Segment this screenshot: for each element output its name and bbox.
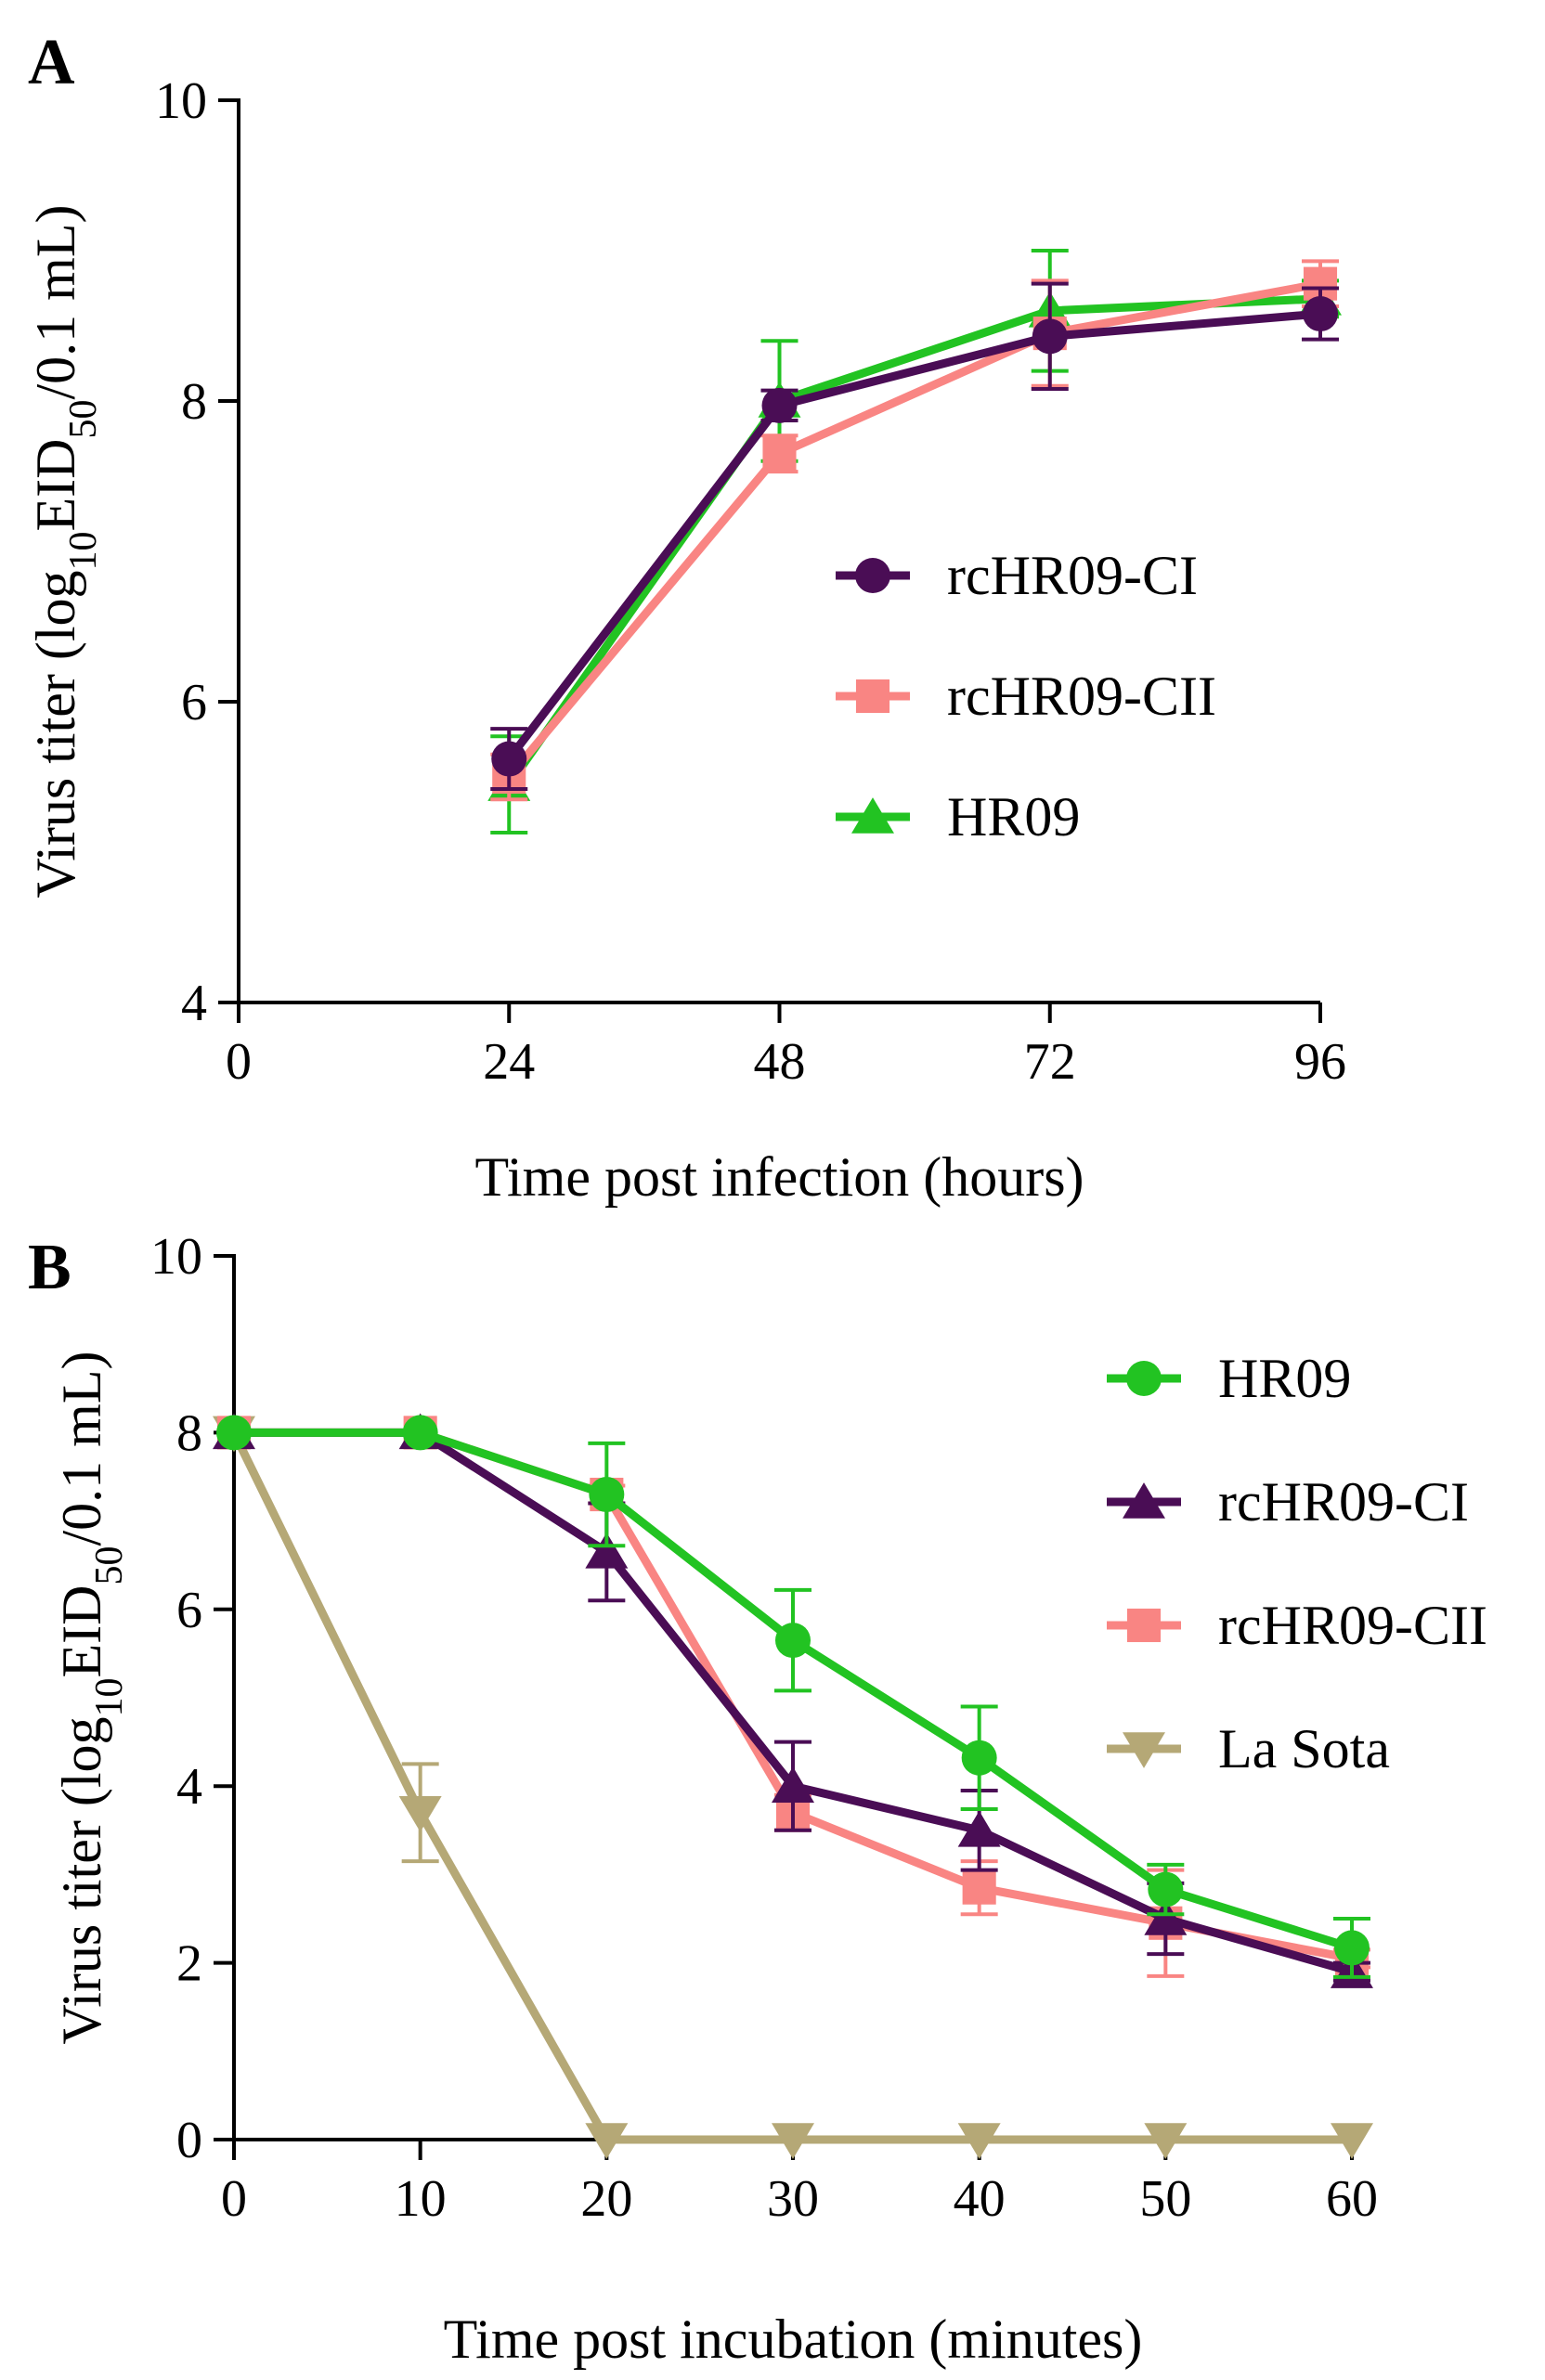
data-point-hr09 [961,1740,997,1776]
data-point-rchr09-cii [962,1870,996,1905]
y-axis-title-subscript: 50 [62,400,105,439]
data-point-la-sota [772,2123,814,2159]
legend-marker [855,679,890,714]
y-tick-label: 8 [176,1404,202,1462]
series-rchr09-ci [490,281,1339,791]
data-point-hr09 [1148,1871,1184,1908]
x-tick-label: 72 [1024,1033,1076,1091]
legend-item-rchr09-ci: rcHR09-CI [1107,1471,1469,1533]
legend-marker [855,558,890,593]
legend-item-hr09: HR09 [1107,1348,1351,1409]
y-axis-title: Virus titer (log10EID50/0.1 mL) [25,205,105,899]
y-tick-label: 10 [155,72,207,130]
data-point-hr09 [402,1415,438,1451]
data-point-rchr09-ci [772,1766,814,1803]
legend-item-la-sota: La Sota [1107,1718,1390,1779]
data-point-la-sota [585,2123,629,2159]
x-tick-label: 48 [754,1033,806,1091]
series-line-rchr09-cii [234,1428,1353,1963]
legend-label: rcHR09-CII [1218,1595,1487,1656]
y-axis-title-part: Virus titer (log [51,1716,112,2044]
legend-item-rchr09-cii: rcHR09-CII [1107,1595,1487,1656]
data-point-rchr09-cii [762,436,797,471]
legend-marker [1126,1361,1162,1396]
legend-label: HR09 [947,786,1080,847]
legend: rcHR09-CI rcHR09-CII HR09 [836,545,1216,847]
x-tick-label: 30 [767,2170,819,2228]
series-line-rchr09-ci [234,1428,1354,1976]
y-axis-title-part: Virus titer (log [25,570,86,898]
data-point-rchr09-ci [957,1810,1001,1847]
y-tick-label: 4 [176,1758,202,1816]
legend: HR09 rcHR09-CI rcHR09-CII La Sota [1107,1348,1487,1779]
x-tick-label: 10 [395,2170,447,2228]
y-axis-title: Virus titer (log10EID50/0.1 mL) [51,1352,131,2045]
series-line-rchr09-ci [505,309,1321,762]
y-axis-title-part: EID [51,1585,112,1678]
y-axis-title-part: /0.1 mL) [25,205,86,400]
x-axis-title: Time post incubation (minutes) [444,2309,1143,2370]
legend-item-rchr09-ci: rcHR09-CI [836,545,1198,606]
x-tick-label: 0 [221,2170,247,2228]
data-point-la-sota [1144,2123,1188,2159]
y-axis-title-part: /0.1 mL) [51,1352,112,1546]
legend-marker [1123,1482,1165,1519]
x-tick-label: 40 [954,2170,1006,2228]
data-point-hr09 [216,1415,252,1451]
y-tick-label: 6 [176,1582,202,1639]
y-tick-label: 6 [181,674,207,731]
data-point-rchr09-ci [1303,296,1338,332]
legend-item-rchr09-cii: rcHR09-CII [836,666,1216,727]
series-hr09 [487,249,1342,834]
legend-item-hr09: HR09 [836,786,1080,847]
data-point-la-sota [957,2123,1001,2159]
x-tick-label: 24 [483,1033,535,1091]
data-point-rchr09-ci [1144,1899,1188,1935]
legend-label: rcHR09-CI [947,545,1198,606]
data-point-rchr09-ci [585,1533,629,1569]
series-hr09 [216,1415,1370,1979]
x-tick-label: 20 [580,2170,632,2228]
y-axis-title-part: EID [25,439,86,532]
panel-a-chart: A 4 6 8 10 0 24 48 72 96 Time post infection (hour… [25,27,1346,1208]
panel-label: B [28,1232,71,1303]
legend-label: rcHR09-CII [947,666,1216,727]
legend-label: rcHR09-CI [1218,1471,1469,1533]
x-tick-label: 0 [226,1033,252,1091]
x-tick-label: 50 [1139,2170,1191,2228]
data-point-hr09 [1334,1930,1370,1966]
data-point-rchr09-ci [761,387,798,423]
panel-b-chart: B 0 2 4 6 8 10 0 10 20 30 40 50 60 Time post incubatio… [28,1228,1487,2370]
legend-marker [1123,1732,1165,1768]
legend-marker [1126,1608,1162,1643]
y-tick-label: 8 [181,373,207,431]
data-point-la-sota [398,1795,442,1832]
y-tick-label: 2 [176,1935,202,1993]
legend-label: HR09 [1218,1348,1351,1409]
y-axis-title-subscript: 10 [62,531,105,570]
legend-marker [851,797,894,834]
legend-label: La Sota [1218,1718,1390,1779]
x-tick-label: 96 [1294,1033,1346,1091]
y-axis-title-subscript: 50 [88,1546,131,1585]
data-point-hr09 [589,1477,625,1513]
series-rchr09-cii [216,1416,1370,1978]
y-axis-title-subscript: 10 [88,1677,131,1716]
x-axis-title: Time post infection (hours) [474,1146,1084,1208]
data-point-rchr09-ci [491,741,527,777]
y-tick-label: 4 [181,975,207,1032]
x-tick-label: 60 [1326,2170,1378,2228]
data-point-rchr09-ci [1032,318,1068,355]
data-point-hr09 [775,1623,811,1659]
y-tick-label: 0 [176,2112,202,2169]
panel-label: A [28,27,75,98]
series-line-rchr09-cii [505,279,1321,780]
data-point-la-sota [1331,2123,1373,2159]
y-tick-label: 10 [150,1228,202,1286]
